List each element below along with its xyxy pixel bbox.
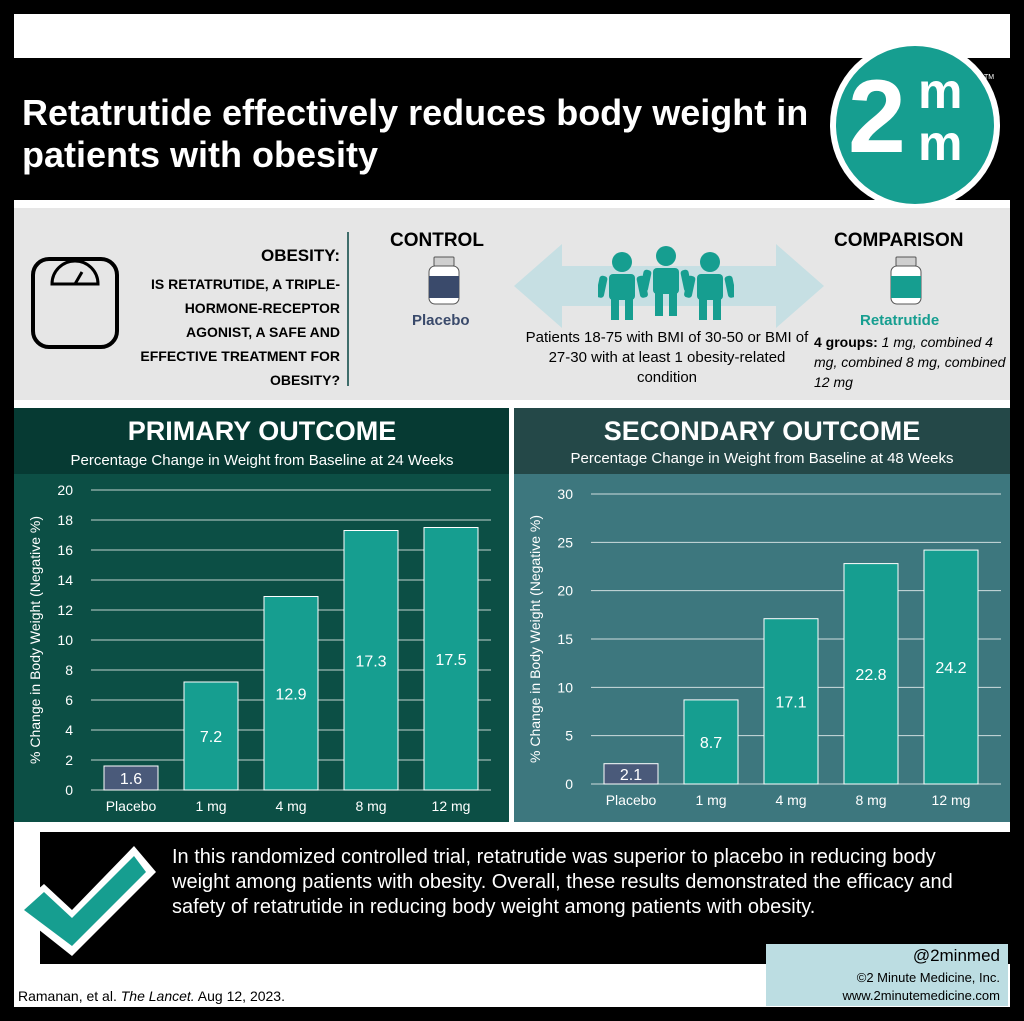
brand-copyright: ©2 Minute Medicine, Inc.: [856, 970, 1000, 985]
secondary-outcome-chart: 0 5 10 15 20 25 30 % Change in Body Weight (Neg…: [527, 486, 1001, 808]
bar: [183, 681, 239, 791]
bar-value-label: 2.1: [620, 767, 642, 784]
bar-value-label: 17.1: [775, 694, 806, 711]
x-tick-label: 12 mg: [932, 792, 971, 808]
y-tick-label: 0: [565, 776, 573, 792]
bar-value-label: 8.7: [700, 735, 722, 752]
x-tick-label: 12 mg: [432, 798, 471, 814]
y-tick-label: 8: [65, 662, 73, 678]
logo-letter-bottom: m: [918, 115, 963, 171]
question-title: OBESITY:: [260, 246, 340, 265]
x-tick-label: Placebo: [606, 792, 657, 808]
bar-value-label: 22.8: [855, 667, 886, 684]
section-divider: [347, 232, 349, 386]
checkmark-icon: [14, 846, 156, 956]
secondary-panel-header: [514, 408, 1010, 474]
population-text: Patients 18-75 with BMI of 30-50 or BMI …: [525, 329, 809, 386]
y-tick-label: 12: [57, 602, 73, 618]
bar: [103, 765, 159, 791]
x-tick-label: 1 mg: [195, 798, 226, 814]
citation-date: Aug 12, 2023.: [194, 988, 285, 1004]
secondary-outcome-title: SECONDARY OUTCOME: [603, 416, 921, 446]
y-tick-label: 14: [57, 572, 73, 588]
bar: [263, 596, 319, 791]
question-text: IS RETATRUTIDE, A TRIPLE-HORMONE-RECEPTO…: [140, 276, 340, 388]
y-tick-label: 4: [65, 722, 73, 738]
y-tick-label: 5: [565, 728, 573, 744]
bar-value-label: 12.9: [275, 686, 306, 703]
logo-letter-top: m: [918, 63, 963, 119]
y-tick-label: 20: [557, 583, 573, 599]
bar: [763, 618, 819, 785]
weight-scale-icon: [31, 257, 119, 349]
placebo-bottle-icon: [428, 256, 460, 305]
y-tick-label: 10: [57, 632, 73, 648]
y-tick-label: 0: [65, 782, 73, 798]
conclusion-text: In this randomized controlled trial, ret…: [172, 846, 953, 918]
y-tick-label: 16: [57, 542, 73, 558]
y-axis-label: % Change in Body Weight (Negative %): [527, 515, 543, 763]
placebo-label: Placebo: [412, 312, 470, 329]
citation-journal: The Lancet.: [120, 988, 195, 1004]
citation-authors: Ramanan, et al.: [18, 988, 121, 1004]
y-tick-label: 10: [557, 679, 573, 695]
logo-digit: 2: [848, 59, 906, 175]
x-tick-label: 4 mg: [775, 792, 806, 808]
groups-prefix: 4 groups:: [814, 334, 878, 350]
groups-detail: 1 mg, combined 4 mg, combined 8 mg, comb…: [814, 334, 1006, 390]
x-tick-label: 8 mg: [355, 798, 386, 814]
y-tick-label: 15: [557, 631, 573, 647]
primary-outcome-title: PRIMARY OUTCOME: [127, 416, 397, 446]
bar: [923, 549, 979, 785]
y-tick-label: 6: [65, 692, 73, 708]
logo-trademark: TM: [984, 74, 995, 81]
y-tick-label: 2: [65, 752, 73, 768]
y-axis-label: % Change in Body Weight (Negative %): [27, 516, 43, 764]
bar: [683, 699, 739, 785]
brand-url: www.2minutemedicine.com: [842, 988, 1000, 1003]
control-label: CONTROL: [390, 230, 484, 251]
y-tick-label: 25: [557, 534, 573, 550]
retatrutide-bottle-icon: [890, 256, 922, 305]
retatrutide-label: Retatrutide: [860, 312, 940, 329]
y-tick-label: 30: [557, 486, 573, 502]
patients-group-icon: [598, 246, 734, 320]
bar-value-label: 17.3: [355, 653, 386, 670]
x-tick-label: 8 mg: [855, 792, 886, 808]
primary-outcome-chart: 0 2 4 6 8 10 12 14 16 18 20 % Change in Body Weight…: [27, 482, 491, 814]
y-tick-label: 18: [57, 512, 73, 528]
page-title: Retatrutide effectively reduces body wei…: [22, 92, 809, 175]
bar-value-label: 7.2: [200, 729, 222, 746]
bar-value-label: 1.6: [120, 771, 142, 788]
logo-circle: [836, 46, 994, 204]
secondary-outcome-subtitle: Percentage Change in Weight from Baselin…: [570, 450, 954, 467]
bar-value-label: 17.5: [435, 652, 466, 669]
citation: Ramanan, et al. The Lancet. Aug 12, 2023…: [18, 988, 285, 1004]
brand-handle: @2minmed: [912, 946, 1000, 965]
brand-box: [766, 944, 1008, 1006]
x-tick-label: Placebo: [106, 798, 157, 814]
bar: [343, 530, 399, 791]
y-tick-label: 20: [57, 482, 73, 498]
primary-panel-header: [14, 408, 509, 474]
bar: [843, 563, 899, 785]
bar-value-label: 24.2: [935, 660, 966, 677]
primary-outcome-subtitle: Percentage Change in Weight from Baselin…: [70, 452, 454, 469]
x-tick-label: 4 mg: [275, 798, 306, 814]
bar: [603, 763, 659, 785]
x-tick-label: 1 mg: [695, 792, 726, 808]
dose-groups-text: 4 groups: 1 mg, combined 4 mg, combined …: [814, 332, 1014, 392]
comparison-label: COMPARISON: [834, 230, 964, 251]
study-design-band: [14, 208, 1010, 400]
conclusion-box: [40, 832, 1010, 964]
bar: [423, 527, 479, 791]
